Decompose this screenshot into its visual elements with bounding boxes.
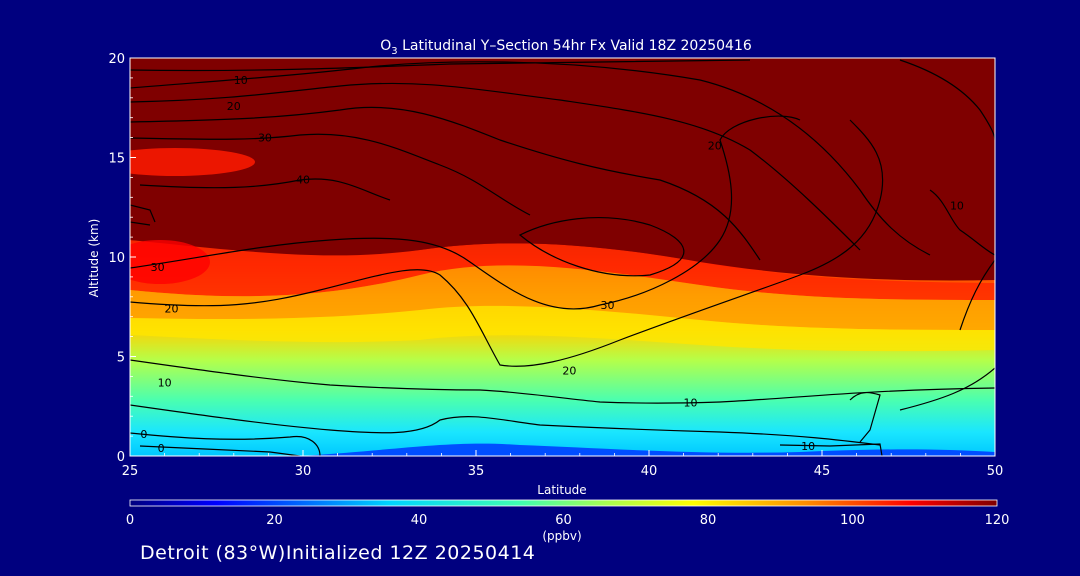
contour-label: 10 [801, 440, 815, 453]
contour-line [130, 404, 881, 446]
x-axis: 25 30 35 40 45 50 [122, 450, 1004, 479]
contour-line [130, 59, 751, 72]
contour-label: 20 [562, 364, 576, 377]
contour-label: 0 [140, 428, 147, 441]
ozone-field [130, 58, 995, 456]
field-red-blob [130, 148, 255, 176]
contour-label: 0 [158, 442, 165, 455]
contour-label: 20 [165, 303, 179, 316]
contour-line [130, 61, 931, 256]
chart-title: O3 Latitudinal Y–Section 54hr Fx Valid 1… [380, 38, 752, 57]
contour-label: 20 [227, 100, 241, 113]
contour-line [929, 189, 995, 256]
y-tick-label: 15 [108, 152, 125, 167]
contour-labels: 10 20 30 40 30 20 10 00 30 20 10 10 20 10 [140, 74, 964, 455]
field-surface-blue [300, 443, 995, 456]
contour-line [130, 133, 531, 216]
contour-line [959, 259, 995, 331]
field-yellow-band [130, 305, 995, 352]
contour-label: 10 [158, 376, 172, 389]
contour-line [130, 82, 861, 251]
contour-label: 20 [708, 140, 722, 153]
contour-line [518, 216, 685, 277]
colorbar-tick-label: 80 [700, 513, 717, 528]
y-tick-label: 10 [108, 251, 125, 266]
x-tick-label: 25 [122, 464, 139, 479]
contour-line [899, 59, 995, 141]
y-tick-label: 0 [117, 450, 125, 465]
y-tick-label: 20 [108, 52, 125, 67]
colorbar-tick-label: 20 [266, 513, 283, 528]
contour-line [139, 445, 301, 456]
contour-line [130, 106, 761, 261]
colorbar-tick-label: 100 [840, 513, 865, 528]
contour-label: 10 [684, 396, 698, 409]
colorbar-tick-label: 0 [126, 513, 134, 528]
contour-line [139, 178, 391, 201]
y-axis-label: Altitude (km) [87, 219, 101, 298]
colorbar-tick-label: 120 [985, 513, 1010, 528]
field-orange-band [130, 265, 995, 330]
contour-line [130, 119, 884, 367]
contour-line [130, 204, 156, 223]
contour-label: 30 [258, 132, 272, 145]
contour-lines [130, 59, 995, 456]
colorbar-ticks: 0 20 40 60 80 100 120 [126, 513, 1010, 528]
footer-caption: Detroit (83°W)Initialized 12Z 20250414 [140, 542, 536, 564]
contour-label: 10 [950, 199, 964, 212]
contour-line [849, 392, 881, 443]
contour-label: 40 [296, 173, 310, 186]
colorbar [129, 499, 998, 507]
x-tick-label: 30 [295, 464, 312, 479]
y-tick-label: 5 [117, 351, 125, 366]
x-tick-label: 35 [468, 464, 485, 479]
contour-line [130, 115, 801, 310]
contour-line [130, 432, 321, 456]
x-tick-label: 40 [641, 464, 658, 479]
colorbar-tick-label: 60 [555, 513, 572, 528]
contour-line [130, 221, 151, 226]
colorbar-tick-label: 40 [411, 513, 428, 528]
contour-label: 10 [234, 74, 248, 87]
contour-line [779, 443, 883, 456]
x-tick-label: 50 [987, 464, 1004, 479]
y-axis: 0 5 10 15 20 [108, 52, 136, 465]
x-axis-label: Latitude [537, 483, 586, 497]
contour-label: 30 [600, 299, 614, 312]
contour-label: 30 [151, 261, 165, 274]
x-tick-label: 45 [814, 464, 831, 479]
colorbar-unit-label: (ppbv) [542, 529, 581, 543]
contour-line [130, 359, 995, 404]
contour-line [899, 367, 995, 411]
